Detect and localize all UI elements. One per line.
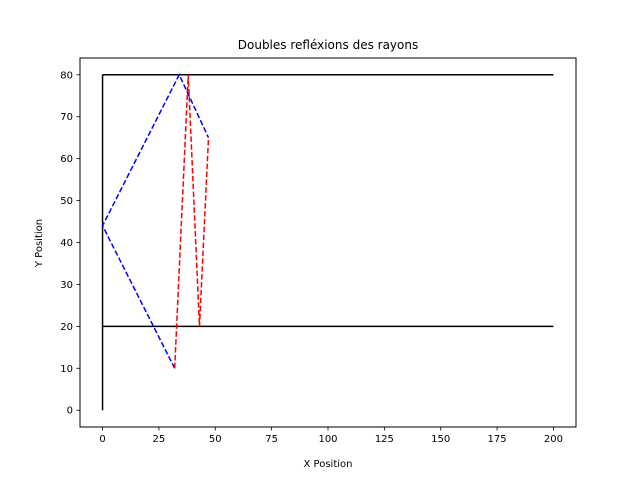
chart-title: Doubles refléxions des rayons <box>238 38 418 52</box>
y-tick-label: 20 <box>60 322 73 333</box>
y-axis-ticks: 0 10 20 30 40 50 60 70 80 <box>60 70 80 417</box>
y-tick-label: 80 <box>60 70 73 81</box>
x-axis-label: X Position <box>304 459 353 470</box>
y-tick-label: 40 <box>60 238 73 249</box>
series-line-4 <box>173 74 210 369</box>
y-tick-label: 0 <box>67 406 73 417</box>
y-tick-label: 10 <box>60 364 73 375</box>
y-tick-label: 70 <box>60 112 73 123</box>
x-tick-label: 75 <box>265 434 278 445</box>
y-tick-label: 30 <box>60 280 73 291</box>
x-tick-label: 200 <box>544 434 563 445</box>
x-tick-label: 0 <box>99 434 105 445</box>
series-line-3 <box>101 73 210 369</box>
x-axis-ticks: 0 25 50 75 100 125 150 175 200 <box>99 427 563 445</box>
x-tick-label: 150 <box>431 434 450 445</box>
x-tick-label: 25 <box>153 434 166 445</box>
plot-lines <box>101 73 554 411</box>
y-tick-label: 50 <box>60 196 73 207</box>
x-tick-label: 100 <box>318 434 337 445</box>
x-tick-label: 50 <box>209 434 222 445</box>
y-tick-label: 60 <box>60 154 73 165</box>
y-axis-label: Y Position <box>34 219 45 268</box>
x-tick-label: 125 <box>375 434 394 445</box>
x-tick-label: 175 <box>488 434 507 445</box>
